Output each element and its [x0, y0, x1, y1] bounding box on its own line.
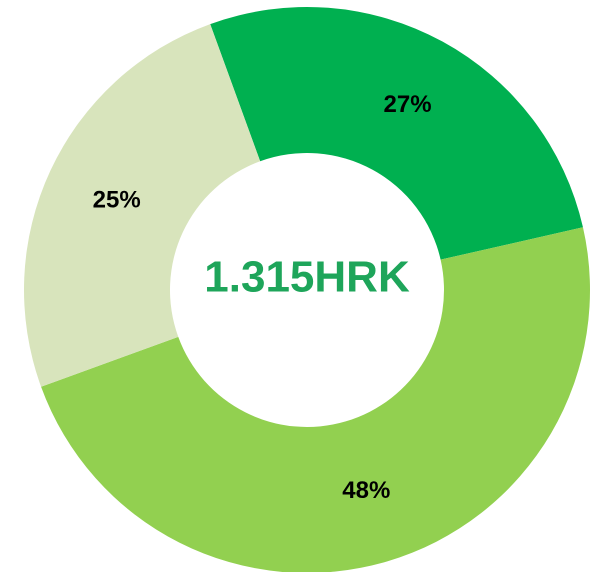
center-label: 1.315HRK [204, 253, 410, 302]
slice-label: 25% [93, 187, 141, 214]
slice-label: 48% [342, 477, 390, 504]
slice [210, 6, 583, 260]
slice [24, 24, 261, 387]
slice [41, 227, 590, 572]
slice-label: 27% [384, 91, 432, 118]
